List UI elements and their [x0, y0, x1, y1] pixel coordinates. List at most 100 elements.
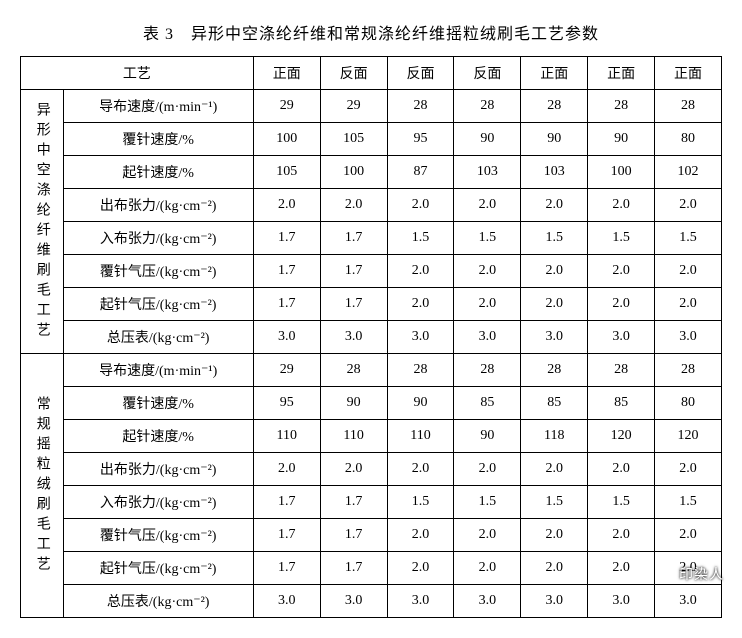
value-cell: 2.0: [454, 453, 521, 486]
param-cell: 起针气压/(kg·cm⁻²): [63, 552, 253, 585]
value-cell: 3.0: [454, 321, 521, 354]
value-cell: 90: [454, 420, 521, 453]
value-cell: 80: [655, 123, 722, 156]
value-cell: 2.0: [588, 453, 655, 486]
param-cell: 入布张力/(kg·cm⁻²): [63, 486, 253, 519]
table-caption: 表 3 异形中空涤纶纤维和常规涤纶纤维摇粒绒刷毛工艺参数: [20, 20, 722, 44]
param-cell: 起针速度/%: [63, 420, 253, 453]
value-cell: 1.5: [521, 222, 588, 255]
table-row: 入布张力/(kg·cm⁻²) 1.7 1.7 1.5 1.5 1.5 1.5 1…: [21, 222, 722, 255]
value-cell: 2.0: [253, 453, 320, 486]
value-cell: 118: [521, 420, 588, 453]
value-cell: 29: [253, 354, 320, 387]
value-cell: 1.7: [253, 486, 320, 519]
value-cell: 2.0: [588, 519, 655, 552]
value-cell: 3.0: [521, 321, 588, 354]
value-cell: 2.0: [655, 189, 722, 222]
param-cell: 覆针气压/(kg·cm⁻²): [63, 255, 253, 288]
value-cell: 87: [387, 156, 454, 189]
value-cell: 2.0: [588, 552, 655, 585]
value-cell: 2.0: [454, 288, 521, 321]
value-cell: 28: [521, 354, 588, 387]
value-cell: 28: [454, 90, 521, 123]
header-col-3: 反面: [454, 57, 521, 90]
value-cell: 85: [588, 387, 655, 420]
header-col-4: 正面: [521, 57, 588, 90]
value-cell: 1.7: [253, 255, 320, 288]
param-cell: 入布张力/(kg·cm⁻²): [63, 222, 253, 255]
param-cell: 出布张力/(kg·cm⁻²): [63, 189, 253, 222]
value-cell: 28: [588, 354, 655, 387]
table-row: 总压表/(kg·cm⁻²) 3.0 3.0 3.0 3.0 3.0 3.0 3.…: [21, 321, 722, 354]
value-cell: 3.0: [253, 321, 320, 354]
value-cell: 2.0: [253, 189, 320, 222]
value-cell: 102: [655, 156, 722, 189]
value-cell: 2.0: [588, 288, 655, 321]
value-cell: 90: [521, 123, 588, 156]
value-cell: 2.0: [521, 519, 588, 552]
value-cell: 2.0: [454, 552, 521, 585]
value-cell: 28: [588, 90, 655, 123]
value-cell: 2.0: [655, 288, 722, 321]
header-row: 工艺 正面 反面 反面 反面 正面 正面 正面: [21, 57, 722, 90]
value-cell: 2.0: [521, 288, 588, 321]
value-cell: 1.5: [655, 486, 722, 519]
table-row: 出布张力/(kg·cm⁻²) 2.0 2.0 2.0 2.0 2.0 2.0 2…: [21, 453, 722, 486]
param-cell: 出布张力/(kg·cm⁻²): [63, 453, 253, 486]
value-cell: 105: [253, 156, 320, 189]
table-row: 起针速度/% 105 100 87 103 103 100 102: [21, 156, 722, 189]
value-cell: 85: [521, 387, 588, 420]
table-row: 常规摇粒绒刷毛工艺 导布速度/(m·min⁻¹) 29 28 28 28 28 …: [21, 354, 722, 387]
value-cell: 2.0: [588, 189, 655, 222]
value-cell: 110: [253, 420, 320, 453]
table-row: 覆针气压/(kg·cm⁻²) 1.7 1.7 2.0 2.0 2.0 2.0 2…: [21, 519, 722, 552]
header-col-6: 正面: [655, 57, 722, 90]
param-cell: 起针速度/%: [63, 156, 253, 189]
value-cell: 29: [253, 90, 320, 123]
value-cell: 1.5: [655, 222, 722, 255]
value-cell: 1.7: [320, 519, 387, 552]
value-cell: 2.0: [387, 189, 454, 222]
table-row: 起针气压/(kg·cm⁻²) 1.7 1.7 2.0 2.0 2.0 2.0 2…: [21, 288, 722, 321]
value-cell: 2.0: [521, 552, 588, 585]
value-cell: 2.0: [387, 552, 454, 585]
value-cell: 103: [521, 156, 588, 189]
value-cell: 2.0: [655, 552, 722, 585]
value-cell: 100: [588, 156, 655, 189]
value-cell: 90: [454, 123, 521, 156]
value-cell: 3.0: [320, 585, 387, 618]
value-cell: 2.0: [454, 255, 521, 288]
value-cell: 28: [655, 90, 722, 123]
table-row: 起针气压/(kg·cm⁻²) 1.7 1.7 2.0 2.0 2.0 2.0 2…: [21, 552, 722, 585]
value-cell: 1.7: [253, 552, 320, 585]
value-cell: 2.0: [320, 189, 387, 222]
value-cell: 1.7: [253, 222, 320, 255]
value-cell: 3.0: [521, 585, 588, 618]
value-cell: 2.0: [521, 189, 588, 222]
value-cell: 2.0: [454, 519, 521, 552]
param-cell: 覆针速度/%: [63, 387, 253, 420]
value-cell: 105: [320, 123, 387, 156]
value-cell: 3.0: [253, 585, 320, 618]
value-cell: 95: [253, 387, 320, 420]
value-cell: 3.0: [387, 321, 454, 354]
header-col-1: 反面: [320, 57, 387, 90]
param-cell: 总压表/(kg·cm⁻²): [63, 321, 253, 354]
value-cell: 85: [454, 387, 521, 420]
param-cell: 覆针速度/%: [63, 123, 253, 156]
table-row: 起针速度/% 110 110 110 90 118 120 120: [21, 420, 722, 453]
param-cell: 覆针气压/(kg·cm⁻²): [63, 519, 253, 552]
value-cell: 2.0: [387, 255, 454, 288]
table-row: 入布张力/(kg·cm⁻²) 1.7 1.7 1.5 1.5 1.5 1.5 1…: [21, 486, 722, 519]
value-cell: 110: [320, 420, 387, 453]
value-cell: 90: [588, 123, 655, 156]
table-row: 覆针速度/% 100 105 95 90 90 90 80: [21, 123, 722, 156]
value-cell: 2.0: [655, 519, 722, 552]
value-cell: 2.0: [521, 453, 588, 486]
table-row: 出布张力/(kg·cm⁻²) 2.0 2.0 2.0 2.0 2.0 2.0 2…: [21, 189, 722, 222]
value-cell: 3.0: [387, 585, 454, 618]
param-cell: 导布速度/(m·min⁻¹): [63, 354, 253, 387]
value-cell: 95: [387, 123, 454, 156]
value-cell: 28: [655, 354, 722, 387]
value-cell: 1.7: [320, 552, 387, 585]
